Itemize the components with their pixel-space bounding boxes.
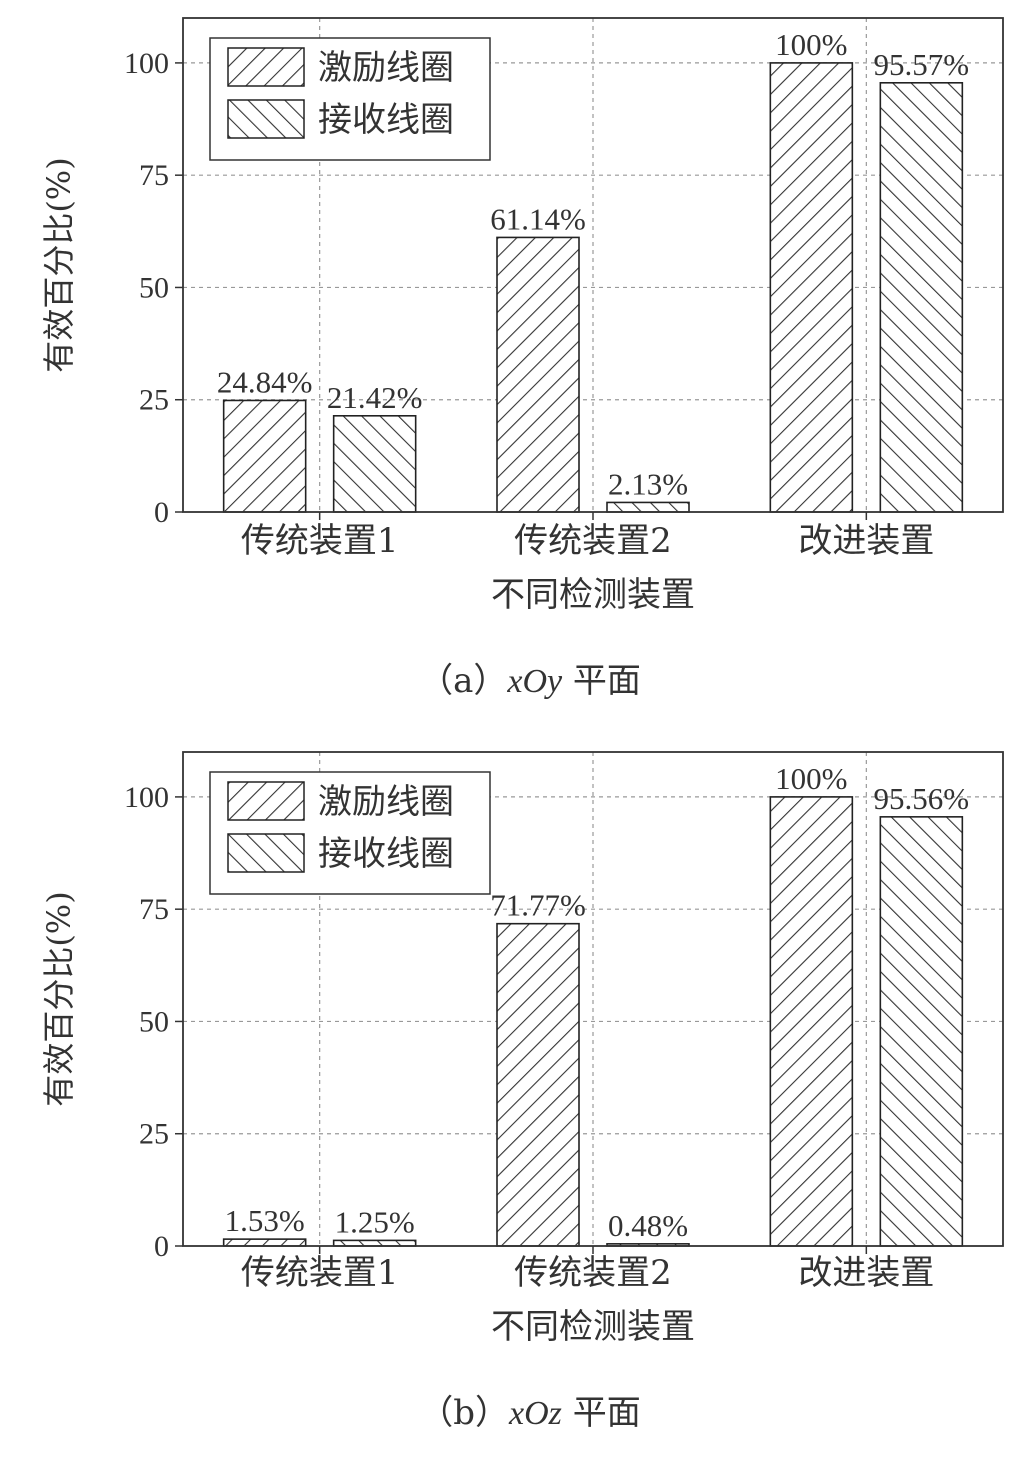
y-tick-label: 50 — [139, 271, 169, 304]
data-label: 95.56% — [874, 781, 970, 816]
y-tick-label: 75 — [139, 159, 169, 192]
bar — [769, 796, 854, 1247]
y-tick-label: 25 — [139, 384, 169, 417]
chart-caption: （a）xOy 平面 — [419, 661, 641, 701]
bar — [769, 62, 854, 513]
legend-swatch — [227, 47, 305, 87]
bar — [496, 236, 580, 513]
x-tick-label: 改进装置 — [798, 521, 934, 561]
y-tick-label: 50 — [139, 1005, 169, 1038]
y-tick-label: 0 — [154, 496, 169, 529]
bar — [879, 816, 964, 1247]
data-label: 95.57% — [874, 47, 970, 82]
data-label: 24.84% — [217, 364, 313, 399]
legend-label: 接收线圈 — [318, 834, 454, 874]
x-axis-label: 不同检测装置 — [491, 575, 695, 615]
plot-frame — [182, 751, 1004, 1247]
data-label: 100% — [775, 761, 847, 796]
caption-plane-var: xOy — [506, 663, 563, 700]
bar — [222, 1238, 307, 1247]
plot-frame — [182, 17, 1004, 513]
y-tick-label: 0 — [154, 1230, 169, 1263]
caption-prefix: （b） — [419, 1393, 509, 1433]
y-tick-label: 75 — [139, 893, 169, 926]
x-axis-label: 不同检测装置 — [491, 1307, 695, 1347]
bar — [606, 501, 690, 513]
bar — [879, 82, 964, 513]
x-tick-label: 传统装置1 — [241, 1253, 399, 1293]
bar — [222, 399, 307, 513]
x-tick-label: 改进装置 — [798, 1253, 934, 1293]
chart-caption: （b）xOz 平面 — [419, 1393, 640, 1433]
y-tick-label: 100 — [124, 781, 169, 814]
data-label: 21.42% — [327, 380, 423, 415]
x-tick-label: 传统装置1 — [241, 521, 399, 561]
caption-plane-var: xOz — [508, 1395, 562, 1432]
caption-suffix: 平面 — [562, 661, 641, 701]
y-tick-label: 100 — [124, 47, 169, 80]
legend-label: 接收线圈 — [318, 100, 454, 140]
y-axis-label: 有效百分比(%) — [40, 157, 78, 372]
data-label: 100% — [775, 27, 847, 62]
y-tick-label: 25 — [139, 1118, 169, 1151]
legend-label: 激励线圈 — [318, 782, 454, 822]
legend-swatch — [227, 781, 305, 821]
data-label: 1.53% — [225, 1203, 305, 1238]
data-label: 61.14% — [490, 201, 586, 236]
legend-swatch — [227, 99, 305, 139]
chart-panel-b: 0 25 50 75 100 传统装置1 传统装置2 改进装置 1.53% 71.77% 100% 1… — [40, 751, 1004, 1433]
x-tick-label: 传统装置2 — [514, 1253, 672, 1293]
chart-panel-a: 0 25 50 75 100 传统装置1 传统装置2 改进装置 24.84% 61.14% 100%… — [40, 17, 1004, 701]
x-tick-label: 传统装置2 — [514, 521, 672, 561]
caption-suffix: 平面 — [562, 1393, 641, 1433]
data-label: 0.48% — [608, 1208, 688, 1243]
bar — [332, 415, 417, 513]
caption-prefix: （a） — [419, 661, 507, 701]
data-label: 2.13% — [608, 466, 688, 501]
data-label: 71.77% — [490, 888, 586, 923]
legend-swatch — [227, 833, 305, 873]
bar — [496, 922, 580, 1247]
y-axis-label: 有效百分比(%) — [40, 891, 78, 1106]
data-label: 1.25% — [335, 1204, 415, 1239]
legend-label: 激励线圈 — [318, 48, 454, 88]
